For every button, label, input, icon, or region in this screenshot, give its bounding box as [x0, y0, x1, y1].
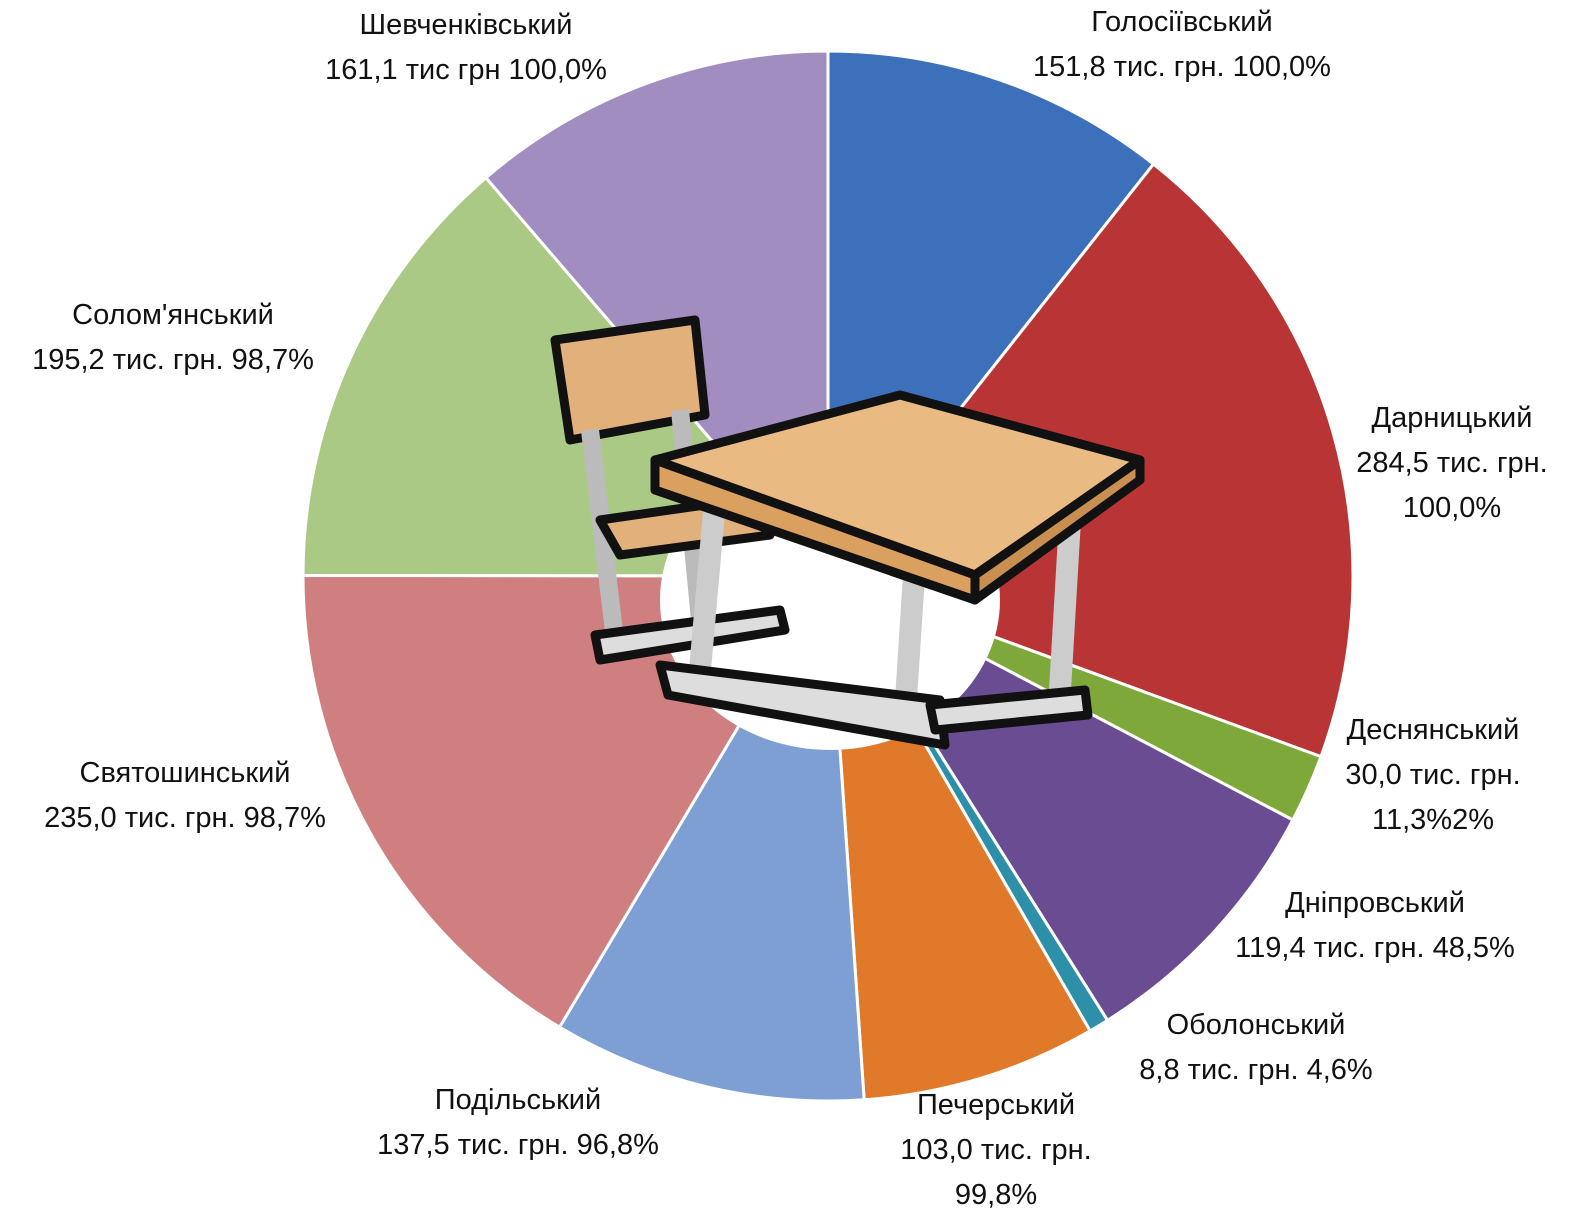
- category-name: Святошинський: [79, 757, 291, 789]
- slice-label: Подільський 137,5 тис. грн. 96,8%: [348, 1078, 688, 1168]
- category-name: Деснянський: [1346, 714, 1520, 746]
- slice-label: Голосіївський 151,8 тис. грн. 100,0%: [992, 0, 1372, 90]
- value-label: 161,1 тис грн 100,0%: [325, 54, 607, 86]
- value-label: 137,5 тис. грн. 96,8%: [377, 1129, 659, 1161]
- desk-leg: [894, 559, 926, 716]
- slice-label: Дніпровський 119,4 тис. грн. 48,5%: [1205, 881, 1545, 971]
- value-label: 151,8 тис. грн. 100,0%: [1033, 51, 1331, 83]
- chair-foot: [590, 605, 790, 665]
- desk-icon: [550, 315, 1145, 750]
- value-label: 195,2 тис. грн. 98,7%: [32, 344, 314, 376]
- category-name: Печерський: [916, 1089, 1076, 1121]
- category-name: Шевченківський: [359, 9, 573, 41]
- category-name: Солом'янський: [72, 299, 274, 331]
- slice-label: Печерський 103,0 тис. грн. 99,8%: [876, 1083, 1116, 1218]
- chair-back: [550, 315, 710, 445]
- value-label: 103,0 тис. грн. 99,8%: [900, 1134, 1092, 1211]
- slice-label: Солом'янський 195,2 тис. грн. 98,7%: [3, 293, 343, 383]
- value-label: 119,4 тис. грн. 48,5%: [1235, 932, 1515, 964]
- desk-leg: [689, 499, 726, 671]
- slice-label: Оболонський 8,8 тис. грн. 4,6%: [1106, 1003, 1406, 1093]
- slice-label: Дарницький 284,5 тис. грн. 100,0%: [1337, 396, 1567, 531]
- category-name: Подільський: [434, 1084, 602, 1116]
- desk-foot: [925, 685, 1093, 735]
- desk-leg: [1049, 519, 1081, 691]
- value-label: 284,5 тис. грн. 100,0%: [1356, 447, 1548, 524]
- slice-label: Шевченківський 161,1 тис грн 100,0%: [296, 3, 636, 93]
- category-name: Дніпровський: [1285, 887, 1465, 919]
- chair-leg: [581, 428, 624, 642]
- value-label: 8,8 тис. грн. 4,6%: [1139, 1054, 1373, 1086]
- value-label: 30,0 тис. грн. 11,3%2%: [1345, 759, 1521, 836]
- category-name: Дарницький: [1371, 402, 1533, 434]
- desk-edge: [970, 455, 1145, 605]
- category-name: Оболонський: [1166, 1009, 1346, 1041]
- slice-label: Святошинський 235,0 тис. грн. 98,7%: [15, 751, 355, 841]
- slice-label: Деснянський 30,0 тис. грн. 11,3%2%: [1323, 708, 1543, 843]
- desk-foot: [655, 660, 950, 750]
- category-name: Голосіївський: [1091, 6, 1273, 38]
- value-label: 235,0 тис. грн. 98,7%: [44, 802, 326, 834]
